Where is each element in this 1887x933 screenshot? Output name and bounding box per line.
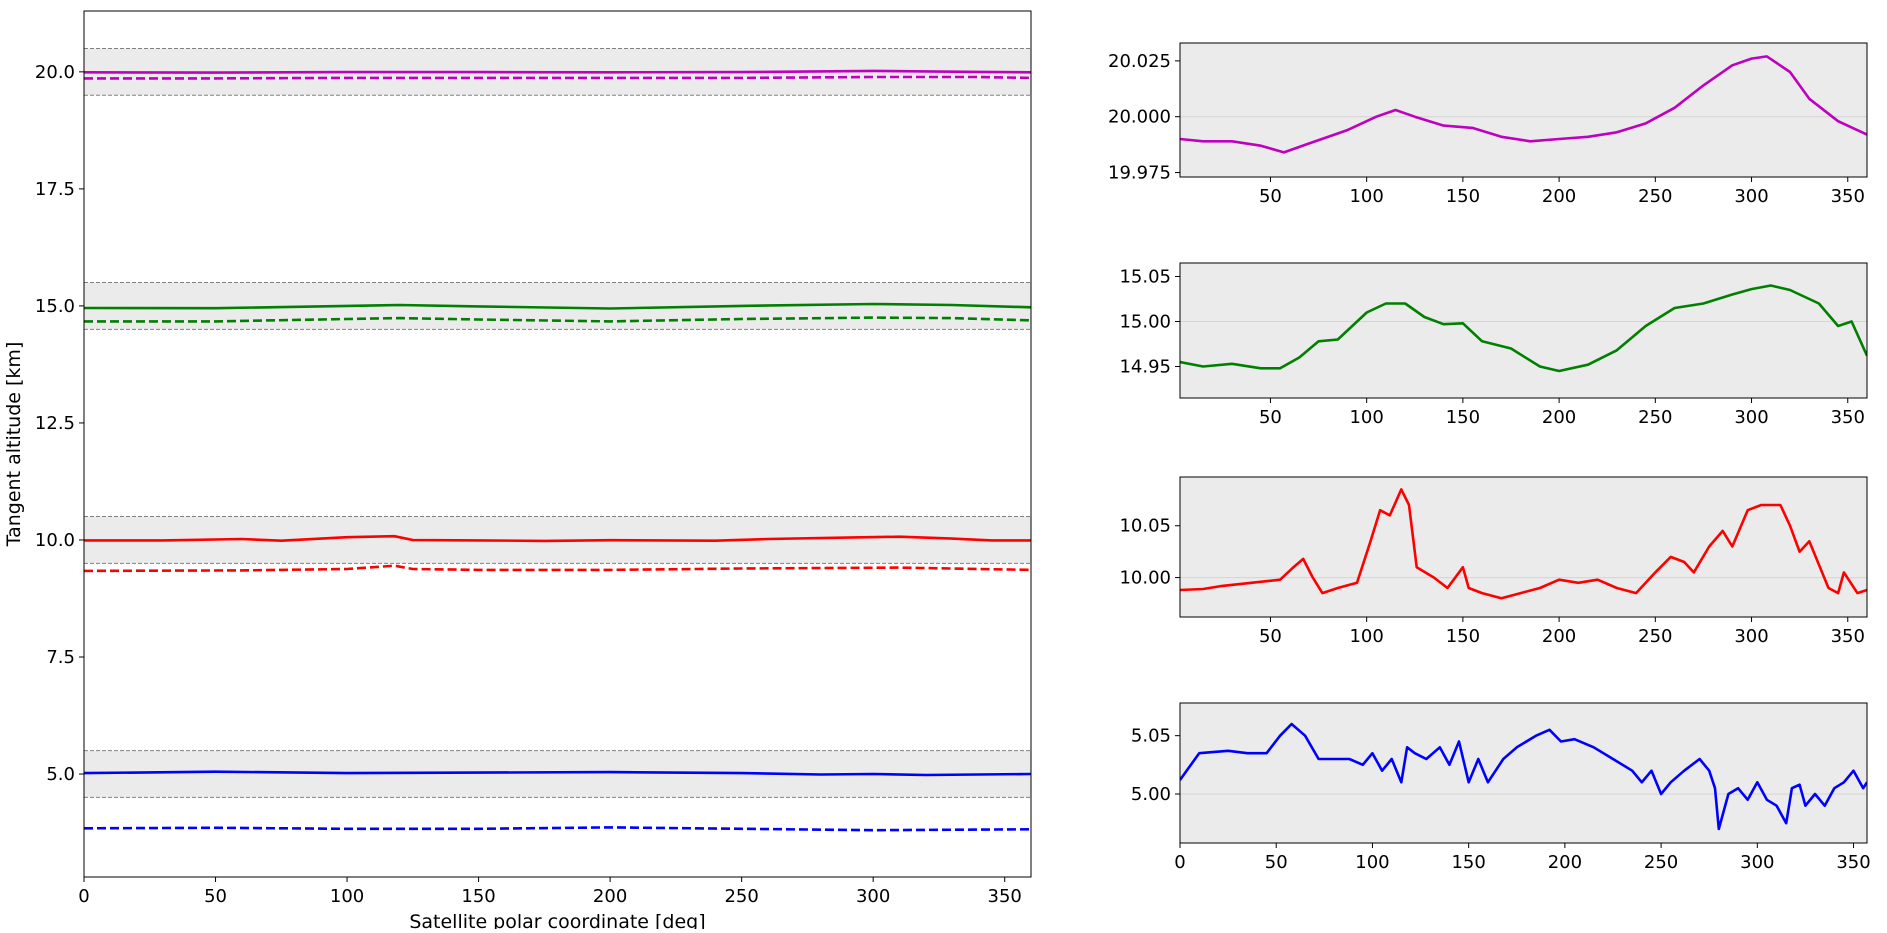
series-line-5-km: [1180, 722, 1867, 831]
x-tick-label: 300: [1734, 186, 1768, 207]
x-tick-label: 50: [1265, 852, 1288, 873]
plot-content: [1180, 488, 1867, 600]
x-tick-label: 350: [1831, 626, 1865, 647]
altitude-band-1: [84, 282, 1031, 330]
x-tick-label: 150: [1446, 407, 1480, 428]
x-tick-label: 300: [856, 886, 890, 907]
series-line-15-km-solid: [84, 302, 1031, 310]
x-tick-label: 250: [724, 886, 758, 907]
plot-area-background: [1180, 703, 1867, 843]
y-tick-label: 20.0: [35, 62, 75, 83]
y-tick-label: 15.00: [1119, 312, 1171, 333]
x-tick-label: 200: [593, 886, 627, 907]
x-tick-label: 200: [1542, 407, 1576, 428]
x-tick-label: 250: [1638, 407, 1672, 428]
x-tick-label: 100: [1355, 852, 1389, 873]
x-tick-label: 50: [1259, 626, 1282, 647]
y-axis-label: Tangent altitude [km]: [3, 342, 25, 548]
x-tick-label: 200: [1542, 186, 1576, 207]
x-tick-label: 350: [988, 886, 1022, 907]
series-line-20-km-solid: [84, 69, 1031, 74]
x-tick-label: 250: [1638, 626, 1672, 647]
series-line-20-km: [1180, 55, 1867, 154]
y-tick-label: 20.000: [1108, 107, 1171, 128]
x-tick-label: 350: [1831, 407, 1865, 428]
plot-content: [1180, 55, 1867, 154]
zoom-panel-5km: 0 50 100 150 200 250 300 350 5.00 5.05: [1131, 702, 1871, 873]
x-tick-label: 200: [1542, 626, 1576, 647]
x-tick-label: 300: [1734, 407, 1768, 428]
x-tick-label: 0: [78, 886, 89, 907]
x-tick-label: 0: [1174, 852, 1185, 873]
main-altitude-panel: 0 50 100 150 200 250 300 350 5.0 7.5 10.0 12.5 15.0 1…: [3, 10, 1032, 933]
x-tick-label: 150: [1446, 626, 1480, 647]
y-tick-label: 17.5: [35, 179, 75, 200]
x-tick-label: 100: [1349, 626, 1383, 647]
x-tick-label: 350: [1831, 186, 1865, 207]
plot-content: [84, 47, 1031, 832]
y-tick-label: 5.0: [46, 764, 75, 785]
series-line-10-km: [1180, 488, 1867, 600]
y-tick-label: 15.05: [1119, 267, 1171, 288]
plot-content: [1180, 722, 1867, 831]
x-axis-label: Satellite polar coordinate [deg]: [409, 911, 705, 929]
plot-area-background: [84, 11, 1031, 877]
y-tick-label: 19.975: [1108, 163, 1171, 184]
x-tick-label: 50: [1259, 186, 1282, 207]
y-tick-label: 10.0: [35, 530, 75, 551]
series-line-20-km-dashed: [84, 75, 1031, 80]
x-tick-label: 300: [1740, 852, 1774, 873]
x-tick-label: 100: [1349, 186, 1383, 207]
y-tick-label: 10.05: [1119, 516, 1171, 537]
y-tick-label: 12.5: [35, 413, 75, 434]
x-tick-label: 150: [1451, 852, 1485, 873]
x-tick-label: 250: [1638, 186, 1672, 207]
y-tick-label: 5.00: [1131, 784, 1171, 805]
x-tick-label: 150: [461, 886, 495, 907]
y-tick-label: 5.05: [1131, 726, 1171, 747]
zoom-panel-10km: 50 100 150 200 250 300 350 10.00 10.05: [1119, 476, 1868, 647]
zoom-panel-20km: 50 100 150 200 250 300 350 19.975 20.000 20.025: [1108, 42, 1868, 207]
x-tick-label: 350: [1836, 852, 1870, 873]
axes-frame: [1179, 702, 1868, 844]
axes-frame: [1179, 476, 1868, 618]
y-tick-label: 15.0: [35, 296, 75, 317]
plot-area-background: [1180, 43, 1867, 177]
axes-frame: [83, 10, 1032, 878]
series-line-5-km-solid: [84, 770, 1031, 777]
x-tick-label: 200: [1548, 852, 1582, 873]
series-line-15-km-dashed: [84, 316, 1031, 323]
x-tick-label: 150: [1446, 186, 1480, 207]
y-tick-label: 20.025: [1108, 51, 1171, 72]
y-tick-label: 7.5: [46, 647, 75, 668]
x-tick-label: 250: [1644, 852, 1678, 873]
series-line-15-km: [1180, 284, 1867, 373]
x-tick-label: 100: [330, 886, 364, 907]
plot-content: [1180, 284, 1867, 373]
series-line-5-km-dashed: [84, 826, 1031, 832]
plot-area-background: [1180, 477, 1867, 617]
plot-area-background: [1180, 263, 1867, 398]
series-line-10-km-dashed: [84, 564, 1031, 573]
x-tick-label: 50: [204, 886, 227, 907]
y-tick-label: 10.00: [1119, 568, 1171, 589]
zoom-panel-15km: 50 100 150 200 250 300 350 14.95 15.00 15.05: [1119, 262, 1868, 428]
x-tick-label: 300: [1734, 626, 1768, 647]
series-line-10-km-solid: [84, 534, 1031, 543]
axes-frame: [1179, 42, 1868, 178]
axes-frame: [1179, 262, 1868, 399]
x-tick-label: 50: [1259, 407, 1282, 428]
x-tick-label: 100: [1349, 407, 1383, 428]
y-tick-label: 14.95: [1119, 357, 1171, 378]
